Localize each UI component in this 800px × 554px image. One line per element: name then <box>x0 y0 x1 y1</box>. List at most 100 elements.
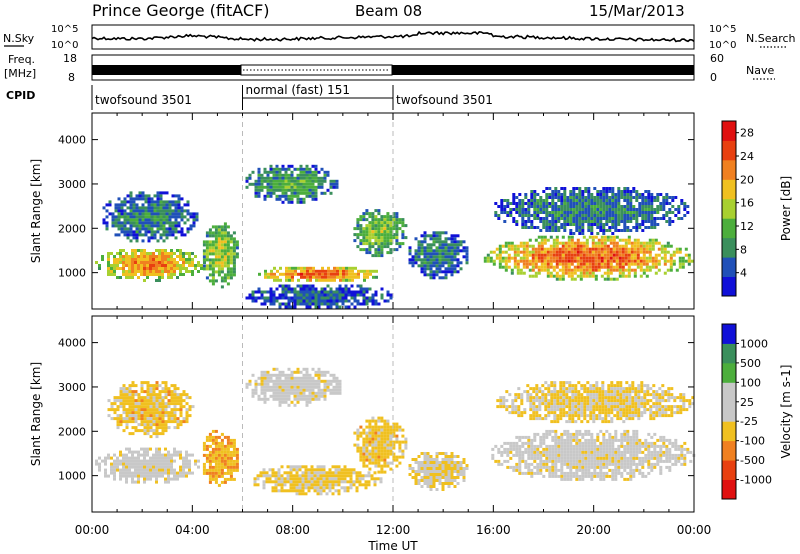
data-cell <box>383 434 387 438</box>
data-cell <box>229 246 233 250</box>
data-cell <box>614 229 618 232</box>
data-cell <box>605 220 609 223</box>
data-cell <box>223 459 227 463</box>
data-cell <box>329 373 333 377</box>
data-cell <box>144 230 148 234</box>
data-cell <box>392 236 396 240</box>
data-cell <box>630 241 634 245</box>
data-cell <box>310 480 314 484</box>
data-cell <box>146 453 149 457</box>
data-cell <box>308 284 312 288</box>
data-cell <box>176 453 179 457</box>
data-cell <box>189 212 193 216</box>
data-cell <box>678 259 682 263</box>
data-cell <box>305 188 309 192</box>
data-cell <box>131 267 134 270</box>
data-cell <box>506 441 510 445</box>
data-cell <box>186 209 190 213</box>
data-cell <box>683 208 687 211</box>
data-cell <box>560 217 564 220</box>
data-cell <box>429 461 433 464</box>
data-cell <box>235 465 239 469</box>
data-cell <box>432 264 436 268</box>
data-cell <box>299 394 303 398</box>
data-cell <box>281 176 285 180</box>
data-cell <box>531 256 535 260</box>
data-cell <box>319 468 323 472</box>
data-cell <box>171 194 175 198</box>
data-cell <box>319 483 323 487</box>
data-cell <box>498 253 502 257</box>
data-cell <box>146 258 149 261</box>
data-cell <box>453 467 457 470</box>
data-cell <box>638 205 642 208</box>
data-cell <box>359 452 363 456</box>
data-cell <box>582 268 586 272</box>
data-cell <box>587 226 591 229</box>
data-cell <box>304 468 308 472</box>
data-cell <box>232 255 236 259</box>
data-cell <box>636 253 640 257</box>
data-cell <box>159 200 163 204</box>
data-cell <box>542 459 546 463</box>
data-cell <box>316 471 320 475</box>
data-cell <box>211 450 215 454</box>
data-cell <box>582 265 586 269</box>
data-cell <box>563 187 567 190</box>
data-cell <box>603 238 607 242</box>
station-title: Prince George (fitACF) <box>92 1 270 20</box>
data-cell <box>534 262 538 266</box>
data-cell <box>444 476 448 479</box>
data-cell <box>281 284 285 288</box>
data-cell <box>432 240 436 244</box>
data-cell <box>597 256 601 260</box>
data-cell <box>135 194 139 198</box>
data-cell <box>557 220 561 223</box>
data-cell <box>314 197 318 201</box>
data-cell <box>503 211 507 214</box>
data-cell <box>594 235 598 239</box>
data-cell <box>644 211 648 214</box>
data-cell <box>497 447 501 451</box>
data-cell <box>572 232 576 235</box>
data-cell <box>326 299 330 303</box>
data-cell <box>269 388 273 392</box>
data-cell <box>311 376 315 380</box>
data-cell <box>551 226 555 229</box>
data-cell <box>329 391 333 395</box>
data-cell <box>527 447 531 451</box>
data-cell <box>305 370 309 374</box>
data-cell <box>609 259 613 263</box>
data-cell <box>462 255 466 259</box>
data-cell <box>143 447 146 451</box>
data-cell <box>368 227 372 231</box>
data-cell <box>182 459 185 463</box>
data-cell <box>275 197 279 201</box>
data-cell <box>459 470 463 473</box>
data-cell <box>656 196 660 199</box>
data-cell <box>648 256 652 260</box>
data-cell <box>429 467 433 470</box>
data-cell <box>132 233 136 237</box>
data-cell <box>435 249 439 253</box>
data-cell <box>287 179 291 183</box>
data-cell <box>569 217 573 220</box>
data-cell <box>323 173 327 177</box>
data-cell <box>600 244 604 248</box>
data-cell <box>519 250 523 254</box>
data-cell <box>438 476 442 479</box>
data-cell <box>293 194 297 198</box>
data-cell <box>386 455 390 459</box>
data-cell <box>185 396 189 400</box>
data-cell <box>217 447 221 451</box>
data-cell <box>131 393 135 397</box>
data-cell <box>167 258 170 261</box>
data-cell <box>573 277 577 281</box>
data-cell <box>453 243 457 247</box>
data-cell <box>426 267 430 271</box>
data-cell <box>429 246 433 250</box>
data-cell <box>524 447 528 451</box>
data-cell <box>223 249 227 253</box>
data-cell <box>113 411 117 415</box>
data-cell <box>551 438 555 442</box>
